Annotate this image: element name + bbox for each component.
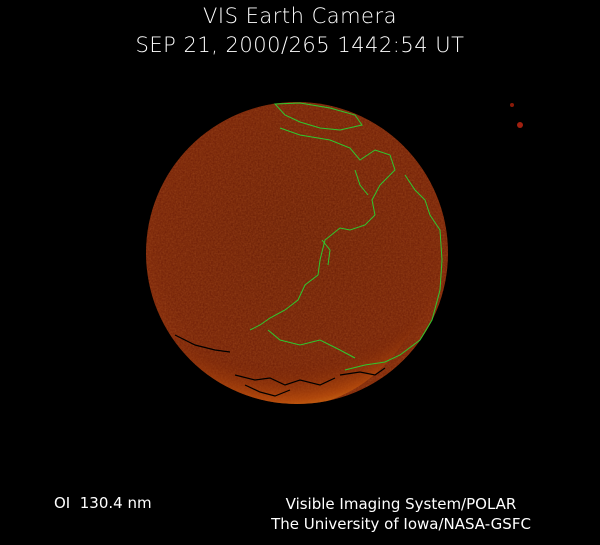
observation-timestamp: SEP 21, 2000/265 1442:54 UT xyxy=(135,33,465,57)
aurora-oval xyxy=(146,102,442,404)
institution-label: The University of Iowa/NASA-GSFC xyxy=(271,515,531,533)
image-title: VIS Earth Camera xyxy=(203,4,397,28)
star-dot xyxy=(510,103,514,107)
coastlines-green xyxy=(249,102,443,371)
star-dot xyxy=(517,122,523,128)
coastlines-black xyxy=(174,334,386,397)
credits: Visible Imaging System/POLAR The Univers… xyxy=(236,494,566,534)
instrument-label: Visible Imaging System/POLAR xyxy=(285,495,517,513)
wavelength-label: OI 130.4 nm xyxy=(54,494,152,512)
